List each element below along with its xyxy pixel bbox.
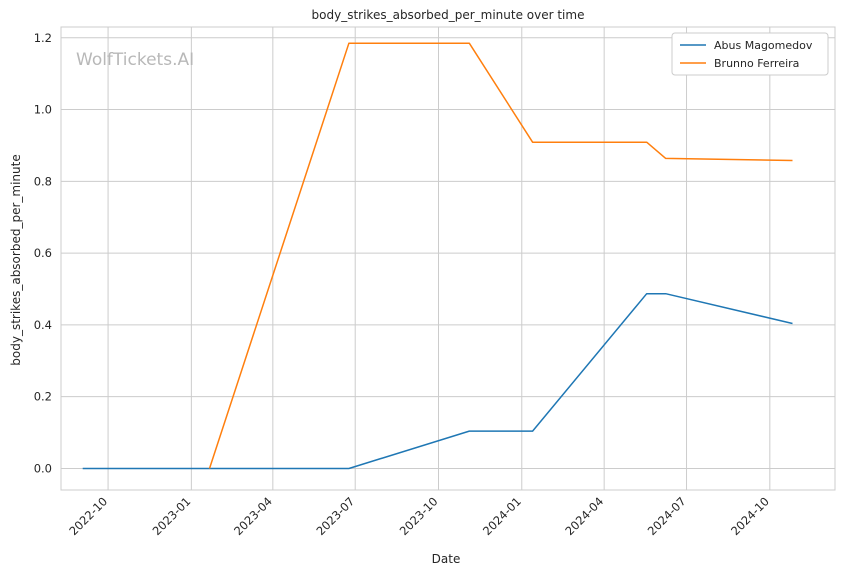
y-tick-label: 0.6 — [34, 246, 52, 260]
grid-lines — [61, 27, 835, 490]
watermark-text: WolfTickets.AI — [76, 50, 194, 70]
legend-label-abus-magomedov: Abus Magomedov — [714, 39, 813, 52]
y-tick-label: 1.0 — [34, 103, 52, 117]
plot-area — [60, 26, 836, 491]
y-tick-label: 0.2 — [34, 390, 52, 404]
legend-label-brunno-ferreira: Brunno Ferreira — [714, 57, 799, 70]
y-tick-label: 0.4 — [34, 318, 52, 332]
y-tick-label: 0.8 — [34, 174, 52, 188]
legend-box — [671, 32, 829, 76]
chart-title: body_strikes_absorbed_per_minute over ti… — [312, 8, 585, 22]
series-layer — [82, 42, 793, 470]
y-axis-ticks: 0.0 0.2 0.4 0.6 0.8 1.0 1.2 — [34, 31, 52, 476]
series-line-abus-magomedov — [82, 292, 793, 470]
y-tick-label: 0.0 — [34, 461, 52, 475]
y-tick-label: 1.2 — [34, 31, 52, 45]
x-axis-label: Date — [432, 552, 461, 566]
series-line-brunno-ferreira — [208, 42, 793, 469]
legend: Abus Magomedov Brunno Ferreira — [671, 32, 829, 76]
y-axis-label: body_strikes_absorbed_per_minute — [9, 154, 23, 365]
